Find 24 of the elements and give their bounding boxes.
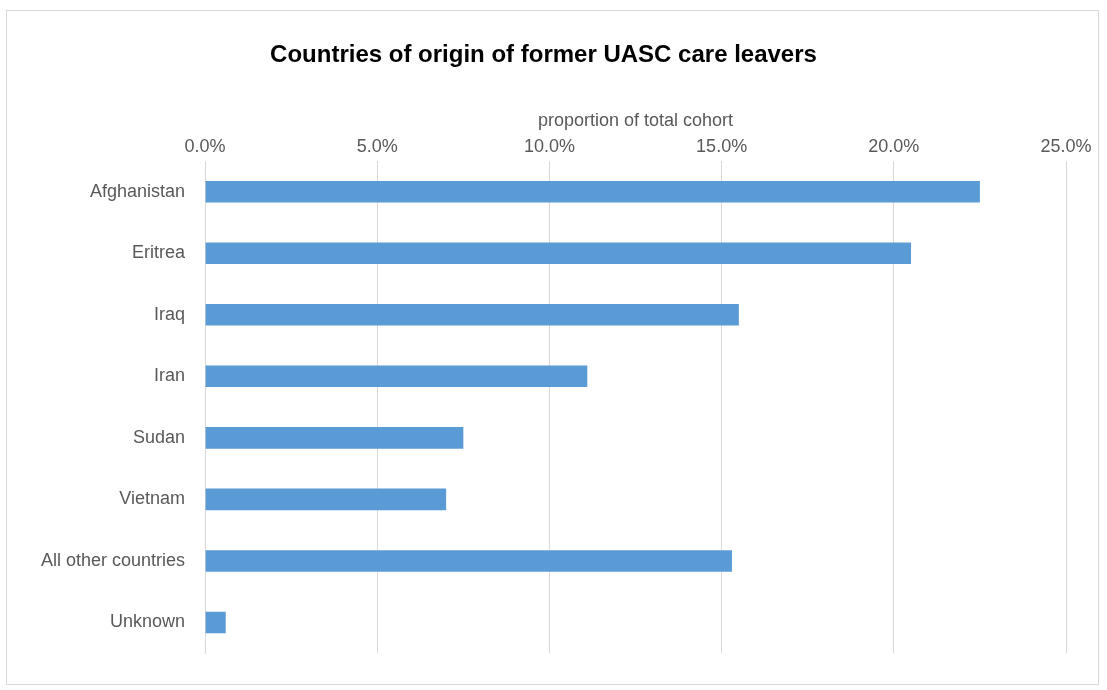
- bar: [205, 427, 464, 449]
- bar: [205, 488, 447, 511]
- y-tick-label: Unknown: [110, 611, 186, 632]
- x-tick-label: 0.0%: [184, 136, 226, 157]
- bar: [205, 304, 739, 326]
- y-tick-label: All other countries: [40, 549, 186, 570]
- bar: [205, 550, 732, 572]
- x-tick-label: 5.0%: [356, 136, 398, 157]
- bar: [205, 242, 912, 265]
- y-tick-label: Eritrea: [132, 242, 187, 263]
- y-tick-label: Iraq: [154, 303, 186, 324]
- y-tick-label: Iran: [154, 365, 186, 386]
- bar: [205, 365, 588, 388]
- y-tick-label: Sudan: [133, 426, 186, 447]
- x-axis-title: proportion of total cohort: [537, 109, 734, 130]
- y-tick-label: Afghanistan: [89, 180, 186, 201]
- bar: [205, 181, 980, 203]
- chart-title: Countries of origin of former UASC care leavers: [270, 40, 817, 68]
- y-tick-label: Vietnam: [119, 488, 186, 509]
- x-tick-label: 20.0%: [868, 136, 920, 157]
- x-tick-label: 15.0%: [696, 136, 748, 157]
- x-tick-label: 25.0%: [1040, 136, 1092, 157]
- x-tick-label: 10.0%: [523, 136, 575, 157]
- bar: [205, 611, 226, 634]
